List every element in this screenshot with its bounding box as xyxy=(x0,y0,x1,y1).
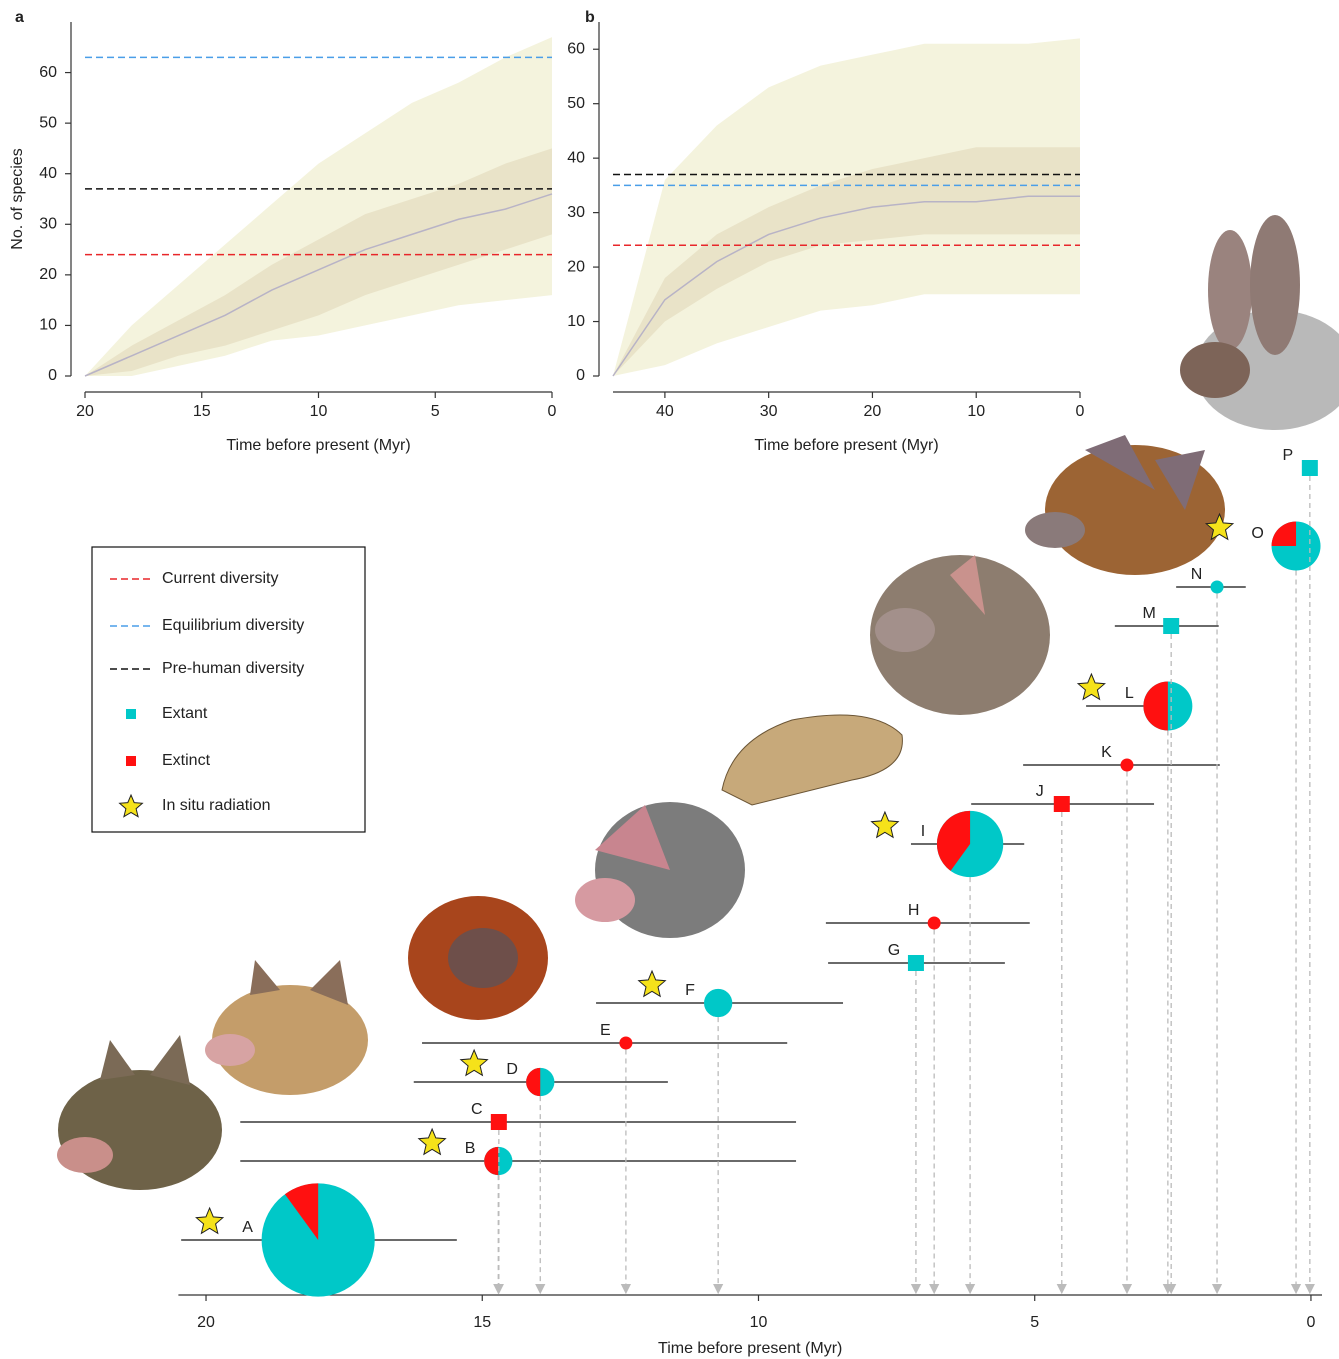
species-marker xyxy=(908,955,924,971)
panel-label: a xyxy=(15,9,24,26)
species-marker xyxy=(491,1114,507,1130)
y-tick-label: 20 xyxy=(567,258,585,275)
legend-label: Extinct xyxy=(162,752,211,769)
species-marker xyxy=(928,917,941,930)
pie-extinct xyxy=(526,1068,540,1096)
bat-head xyxy=(1180,215,1339,430)
x-tick-label: 10 xyxy=(310,403,328,420)
bat-skull xyxy=(722,715,902,805)
legend-label: Equilibrium diversity xyxy=(162,617,304,634)
x-tick-label: 0 xyxy=(1306,1314,1315,1331)
y-tick-label: 50 xyxy=(567,95,585,112)
y-tick-label: 40 xyxy=(567,149,585,166)
event-label: C xyxy=(471,1101,483,1118)
event-label: D xyxy=(506,1061,518,1078)
bat-head xyxy=(870,555,1050,715)
event-label: J xyxy=(1036,783,1044,800)
radiation-star xyxy=(1078,674,1105,699)
event-label: F xyxy=(685,982,695,999)
event-label: I xyxy=(921,823,925,840)
legend-swatch xyxy=(120,795,143,817)
event-label: P xyxy=(1283,447,1294,464)
event-label: E xyxy=(600,1022,611,1039)
y-tick-label: 30 xyxy=(39,216,57,233)
y-tick-label: 30 xyxy=(567,204,585,221)
radiation-star xyxy=(419,1129,446,1154)
species-marker xyxy=(1120,759,1133,772)
bat-head xyxy=(57,1035,222,1190)
x-tick-label: 0 xyxy=(1076,403,1085,420)
legend-box xyxy=(92,547,365,832)
x-tick-label: 40 xyxy=(656,403,674,420)
event-label: O xyxy=(1251,525,1263,542)
pie-extinct xyxy=(1272,522,1296,546)
y-tick-label: 20 xyxy=(39,266,57,283)
x-tick-label: 5 xyxy=(431,403,440,420)
legend-label: Current diversity xyxy=(162,570,278,587)
bat-head xyxy=(408,896,548,1020)
legend-swatch xyxy=(126,709,136,719)
species-marker xyxy=(619,1037,632,1050)
figure: a010203040506020151050Time before presen… xyxy=(0,0,1339,1359)
legend-label: In situ radiation xyxy=(162,797,271,814)
event-label: B xyxy=(465,1140,476,1157)
x-tick-label: 0 xyxy=(548,403,557,420)
y-tick-label: 0 xyxy=(48,367,57,384)
bat-head xyxy=(205,960,368,1095)
y-axis-label: No. of species xyxy=(9,148,26,249)
event-label: K xyxy=(1101,744,1112,761)
event-label: G xyxy=(888,942,900,959)
bat-head xyxy=(1025,435,1225,575)
legend-label: Pre-human diversity xyxy=(162,660,304,677)
x-tick-label: 20 xyxy=(76,403,94,420)
species-marker xyxy=(1302,460,1318,476)
event-label: A xyxy=(242,1219,253,1236)
legend-swatch xyxy=(126,756,136,766)
x-tick-label: 20 xyxy=(864,403,882,420)
y-tick-label: 50 xyxy=(39,114,57,131)
radiation-star xyxy=(639,971,666,996)
y-tick-label: 60 xyxy=(39,64,57,81)
radiation-star xyxy=(196,1208,223,1233)
bat-head xyxy=(575,802,745,938)
x-tick-label: 15 xyxy=(193,403,211,420)
event-label: N xyxy=(1191,566,1203,583)
x-tick-label: 10 xyxy=(967,403,985,420)
y-tick-label: 40 xyxy=(39,165,57,182)
pie-extinct xyxy=(484,1147,498,1175)
event-label: M xyxy=(1143,605,1156,622)
x-axis-label: Time before present (Myr) xyxy=(226,437,410,454)
x-tick-label: 10 xyxy=(750,1314,768,1331)
pie-extant xyxy=(704,989,732,1017)
event-label: L xyxy=(1125,685,1134,702)
y-tick-label: 60 xyxy=(567,40,585,57)
x-tick-label: 15 xyxy=(473,1314,491,1331)
y-tick-label: 10 xyxy=(567,313,585,330)
radiation-star xyxy=(461,1050,488,1075)
x-axis-label: Time before present (Myr) xyxy=(754,437,938,454)
legend-label: Extant xyxy=(162,705,208,722)
x-axis-label: Time before present (Myr) xyxy=(658,1340,842,1357)
panel-label: b xyxy=(585,9,595,26)
y-tick-label: 10 xyxy=(39,317,57,334)
x-tick-label: 20 xyxy=(197,1314,215,1331)
event-label: H xyxy=(908,902,920,919)
radiation-star xyxy=(872,812,899,837)
x-tick-label: 30 xyxy=(760,403,778,420)
pie-extinct xyxy=(1143,682,1167,731)
species-marker xyxy=(1163,618,1179,634)
species-marker xyxy=(1054,796,1070,812)
y-tick-label: 0 xyxy=(576,367,585,384)
x-tick-label: 5 xyxy=(1030,1314,1039,1331)
species-marker xyxy=(1211,581,1224,594)
